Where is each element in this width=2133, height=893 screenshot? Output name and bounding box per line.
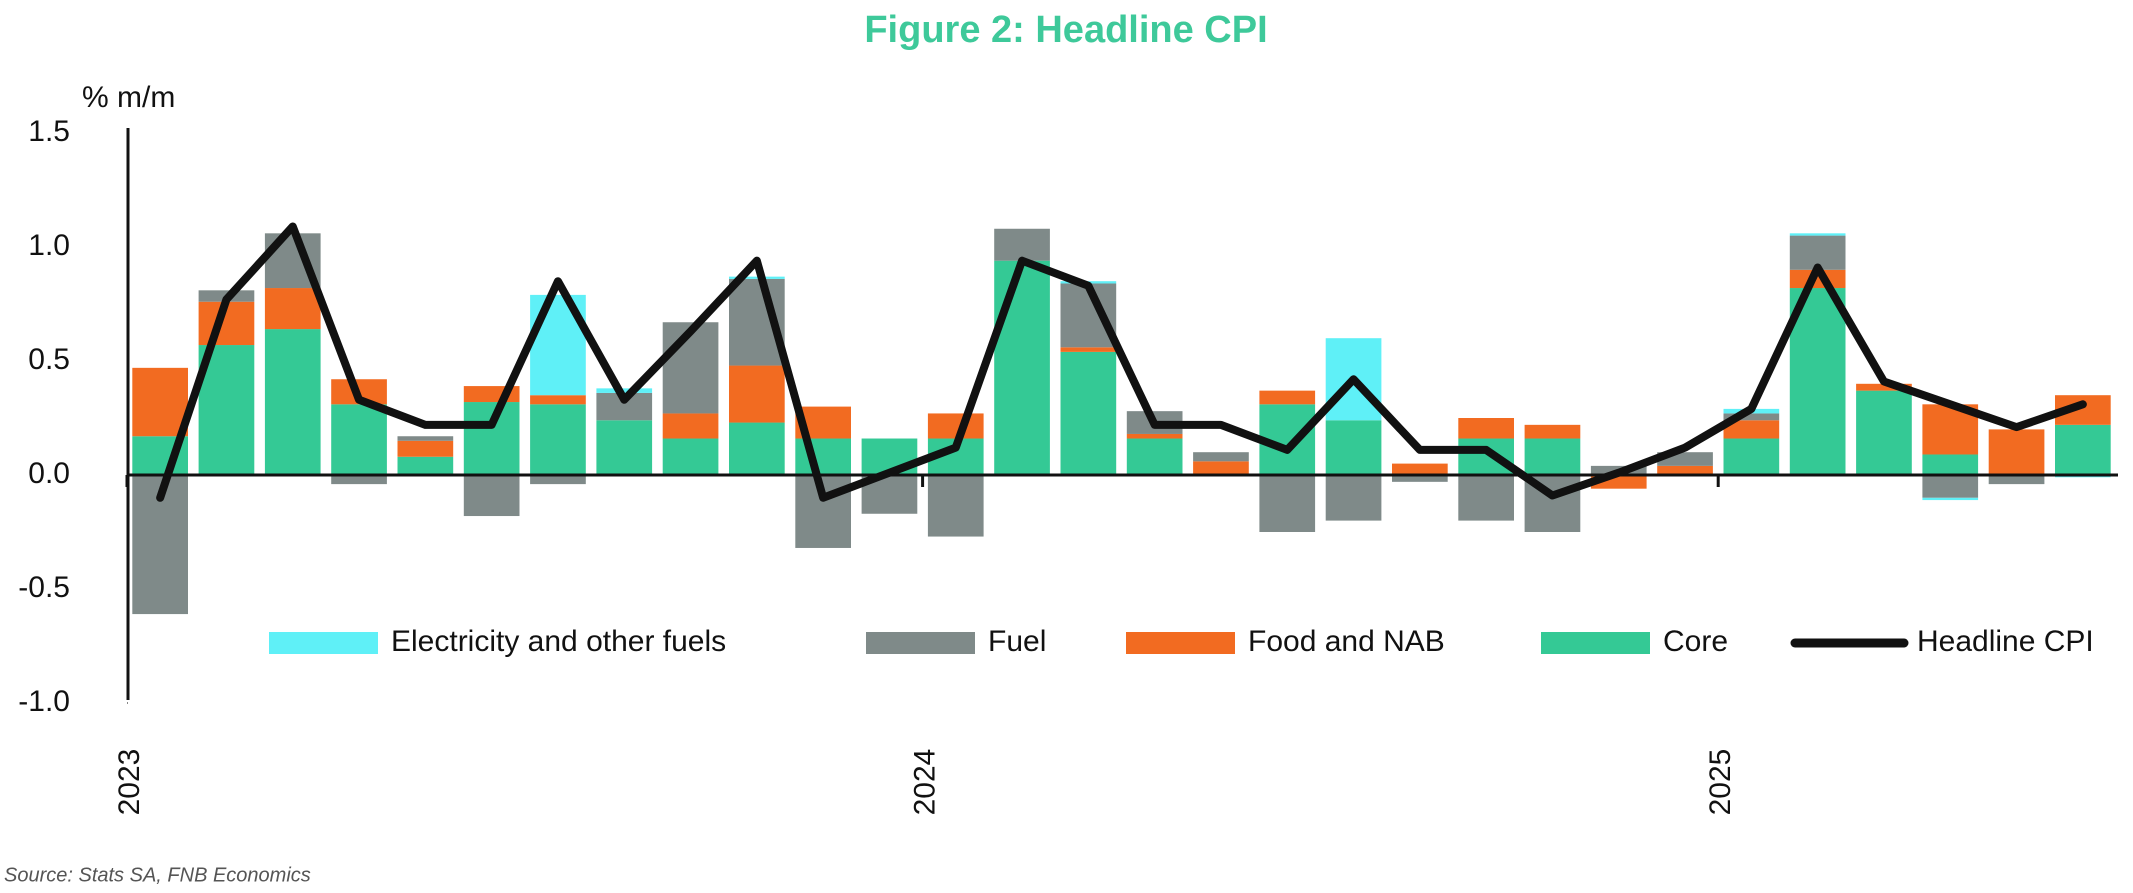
bar (994, 228, 1050, 261)
bar (1060, 347, 1117, 352)
bar (1988, 475, 2045, 485)
bar (331, 475, 387, 485)
bar (596, 420, 653, 475)
bar (1325, 475, 1382, 521)
bar (795, 438, 851, 475)
bar (729, 365, 785, 423)
bar (331, 404, 387, 475)
bar (1789, 233, 1846, 236)
y-tick-label: 0.0 (28, 457, 70, 490)
bar (1524, 424, 1581, 439)
bar (1922, 475, 1979, 498)
legend-label: Electricity and other fuels (391, 625, 726, 658)
legend-label: Headline CPI (1917, 625, 2094, 658)
legend-swatch (269, 632, 378, 654)
bar (596, 388, 653, 393)
bar (1060, 351, 1117, 475)
bar (1458, 475, 1514, 521)
y-tick-label: 1.5 (28, 115, 70, 148)
bar (463, 475, 520, 517)
bar (397, 440, 454, 457)
bar (1458, 418, 1514, 439)
legend-label: Food and NAB (1248, 625, 1445, 658)
bar (662, 322, 719, 414)
bar (397, 436, 454, 441)
bar (1392, 463, 1448, 475)
bar (729, 422, 785, 475)
y-tick-label: -1.0 (18, 685, 70, 718)
legend-swatch (1541, 632, 1650, 654)
bar (1657, 465, 1713, 475)
legend-label: Core (1663, 625, 1728, 658)
bar (264, 329, 321, 475)
bar (397, 456, 454, 475)
bar (530, 404, 586, 475)
legend-label: Fuel (988, 625, 1046, 658)
bar (530, 475, 586, 485)
bar (1259, 475, 1316, 532)
x-tick-label: 2025 (1704, 749, 1737, 816)
bar (463, 402, 520, 475)
x-tick-label: 2024 (909, 749, 942, 816)
y-tick-label: 0.5 (28, 343, 70, 376)
bar (1922, 454, 1979, 475)
bar (1988, 429, 2045, 475)
bar (1789, 288, 1846, 475)
line (156, 222, 2087, 502)
legend-swatch (866, 632, 975, 654)
x-tick-label: 2023 (113, 749, 146, 816)
y-axis-label: % m/m (82, 81, 175, 114)
bar (530, 395, 586, 405)
bar (662, 413, 719, 439)
bar (1325, 420, 1382, 475)
bar (264, 288, 321, 330)
bar (1193, 452, 1249, 462)
bar (1126, 438, 1183, 475)
bar (1723, 413, 1780, 421)
bar (729, 276, 785, 279)
y-tick-label: -0.5 (18, 571, 70, 604)
bar (1458, 438, 1514, 475)
bar (1392, 475, 1448, 482)
bar (1789, 269, 1846, 289)
bar (1259, 390, 1316, 405)
bar (1193, 461, 1249, 475)
bar (1723, 420, 1780, 439)
bar (927, 413, 984, 439)
y-tick-label: 1.0 (28, 229, 70, 262)
bar (1524, 438, 1581, 475)
bar (2055, 424, 2111, 475)
bar (1856, 390, 1912, 475)
bar (1856, 383, 1912, 391)
bar (662, 438, 719, 475)
bar (132, 367, 188, 437)
bar (1922, 497, 1979, 501)
bar (1723, 438, 1780, 475)
bar (1126, 433, 1183, 439)
legend-swatch (1126, 632, 1235, 654)
chart-title: Figure 2: Headline CPI (864, 9, 1267, 51)
source: Source: Stats SA, FNB Economics (4, 864, 311, 886)
bar (927, 475, 984, 537)
bar (994, 260, 1050, 475)
